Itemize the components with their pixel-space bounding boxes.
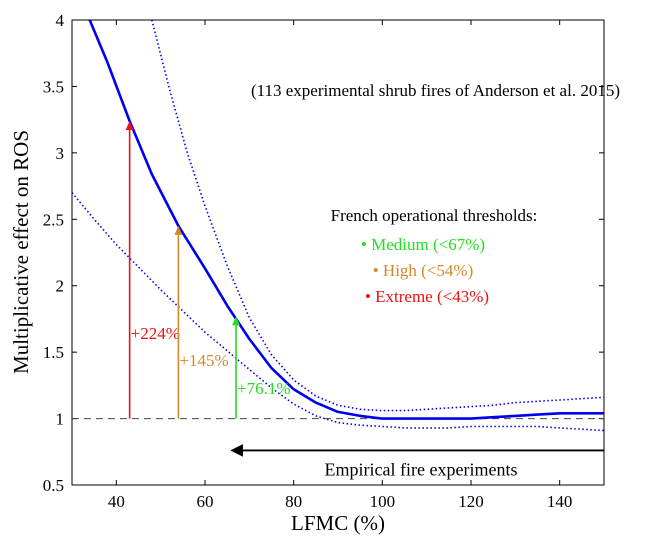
y-tick-label: 1 xyxy=(56,410,65,429)
increase-label: +224% xyxy=(131,324,180,343)
y-tick-label: 3.5 xyxy=(43,77,64,96)
increase-label: +76.1% xyxy=(237,379,290,398)
experiments-label: Empirical fire experiments xyxy=(325,459,518,479)
annotation-note: (113 experimental shrub fires of Anderso… xyxy=(251,81,620,100)
fit-line xyxy=(88,20,604,420)
x-tick-label: 40 xyxy=(108,492,125,511)
y-tick-label: 4 xyxy=(56,11,65,30)
x-tick-label: 140 xyxy=(547,492,573,511)
thresholds-title: French operational thresholds: xyxy=(331,206,538,225)
threshold-medium: • Medium (<67%) xyxy=(361,235,485,254)
upper-bound-line xyxy=(151,20,604,412)
y-tick-label: 1.5 xyxy=(43,343,64,362)
increase-label: +145% xyxy=(179,351,228,370)
y-tick-label: 0.5 xyxy=(43,476,64,495)
x-axis-label: LFMC (%) xyxy=(291,511,385,535)
lower-bound-line xyxy=(72,192,604,432)
threshold-extreme: • Extreme (<43%) xyxy=(365,287,489,306)
y-tick-label: 3 xyxy=(56,144,65,163)
x-tick-label: 60 xyxy=(197,492,214,511)
x-tick-label: 100 xyxy=(370,492,396,511)
y-tick-label: 2.5 xyxy=(43,210,64,229)
x-tick-label: 120 xyxy=(458,492,484,511)
y-tick-label: 2 xyxy=(56,277,65,296)
increase-arrow-head xyxy=(232,316,241,326)
threshold-high: • High (<54%) xyxy=(373,261,474,280)
y-axis-label: Multiplicative effect on ROS xyxy=(9,130,33,374)
plot-area xyxy=(71,19,605,486)
increase-arrow-head xyxy=(125,120,134,130)
increase-arrow-head xyxy=(174,225,183,235)
x-tick-label: 80 xyxy=(285,492,302,511)
